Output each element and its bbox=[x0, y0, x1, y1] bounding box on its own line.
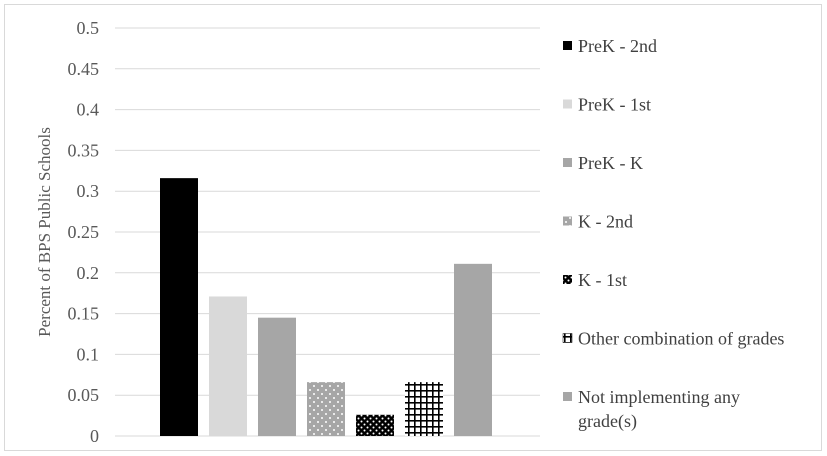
bar-1 bbox=[160, 178, 198, 437]
legend-label: Other combination of grades bbox=[578, 329, 784, 349]
bar-7 bbox=[454, 263, 492, 436]
bar-6 bbox=[405, 382, 443, 436]
y-tick-label: 0.15 bbox=[68, 304, 100, 324]
y-tick-label: 0.4 bbox=[77, 100, 100, 120]
chart-frame bbox=[4, 4, 822, 451]
legend-swatch bbox=[563, 99, 572, 109]
y-axis-title: Percent of BPS Public Schools bbox=[35, 127, 54, 337]
legend-label: K - 1st bbox=[578, 270, 627, 290]
legend-label: PreK - 1st bbox=[578, 95, 651, 115]
y-tick-label: 0.2 bbox=[77, 263, 100, 283]
legend-swatch bbox=[563, 41, 572, 50]
legend-swatch bbox=[563, 275, 572, 284]
legend-swatch bbox=[563, 158, 572, 167]
legend-label: PreK - 2nd bbox=[578, 36, 657, 56]
legend: PreK - 2nd PreK - 1st PreK - K K - 2nd K - 1… bbox=[562, 36, 784, 432]
y-tick-label: 0.5 bbox=[77, 18, 100, 38]
legend-label: K - 2nd bbox=[578, 212, 633, 232]
y-tick-label: 0.35 bbox=[68, 140, 100, 160]
y-tick-label: 0.45 bbox=[68, 59, 100, 79]
legend-label: Not implementing any grade(s) bbox=[578, 387, 740, 432]
legend-swatch bbox=[563, 392, 572, 401]
bars bbox=[160, 178, 492, 437]
bar-5 bbox=[356, 414, 394, 436]
bar-3 bbox=[258, 317, 296, 436]
bar-4 bbox=[307, 382, 345, 436]
y-tick-label: 0.1 bbox=[77, 344, 100, 364]
legend-swatch bbox=[562, 333, 573, 343]
y-tick-label: 0 bbox=[90, 426, 99, 446]
y-tick-label: 0.3 bbox=[77, 181, 100, 201]
legend-label: PreK - K bbox=[578, 153, 643, 173]
y-tick-label: 0.05 bbox=[68, 385, 100, 405]
y-axis-ticks: 0 0.05 0.1 0.15 0.2 0.25 0.3 0.35 0.4 0.45 0.5 bbox=[68, 18, 100, 446]
bar-2 bbox=[209, 296, 247, 436]
legend-swatch bbox=[563, 216, 572, 226]
y-tick-label: 0.25 bbox=[68, 222, 100, 242]
